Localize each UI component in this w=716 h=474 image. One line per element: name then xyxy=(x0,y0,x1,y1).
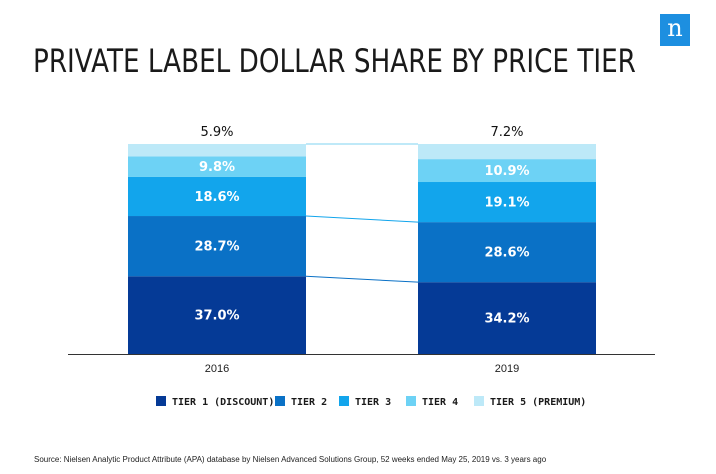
legend-swatch xyxy=(156,396,166,406)
connector-line xyxy=(305,275,419,283)
data-label: 10.9% xyxy=(484,164,529,179)
legend-label: TIER 3 xyxy=(355,397,391,408)
legend-label: TIER 5 (PREMIUM) xyxy=(490,397,586,408)
data-label: 19.1% xyxy=(484,196,529,211)
connector-line xyxy=(305,215,419,223)
legend-label: TIER 4 xyxy=(422,397,458,408)
bar-segment xyxy=(128,176,306,217)
data-label: 37.0% xyxy=(194,309,239,324)
data-label: 7.2% xyxy=(490,125,523,140)
bar-segment xyxy=(418,159,596,183)
data-label: 28.7% xyxy=(194,240,239,255)
bar-segment xyxy=(418,144,596,160)
data-label: 18.6% xyxy=(194,190,239,205)
x-tick-label: 2019 xyxy=(495,363,519,375)
legend-swatch xyxy=(339,396,349,406)
x-tick-label: 2016 xyxy=(205,363,229,375)
bar-segment xyxy=(128,144,306,157)
bar-segment xyxy=(418,282,596,354)
legend-swatch xyxy=(474,396,484,406)
source-note: Source: Nielsen Analytic Product Attribu… xyxy=(34,455,547,464)
bar-segment xyxy=(418,222,596,283)
nielsen-logo-icon: n xyxy=(660,14,690,46)
bar-segment xyxy=(128,216,306,277)
chart-title: PRIVATE LABEL DOLLAR SHARE BY PRICE TIER xyxy=(33,42,636,80)
legend-label: TIER 2 xyxy=(291,397,327,408)
bar-segment xyxy=(418,182,596,223)
data-label: 34.2% xyxy=(484,312,529,327)
legend-swatch xyxy=(406,396,416,406)
legend-swatch xyxy=(275,396,285,406)
data-label: 9.8% xyxy=(199,160,235,175)
data-label: 28.6% xyxy=(484,246,529,261)
bar-segment xyxy=(128,156,306,177)
legend-label: TIER 1 (DISCOUNT) xyxy=(172,397,274,408)
data-label: 5.9% xyxy=(200,125,233,140)
bar-segment xyxy=(128,276,306,354)
